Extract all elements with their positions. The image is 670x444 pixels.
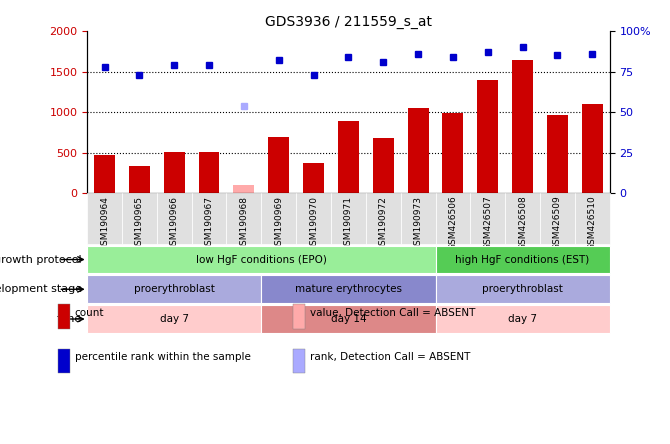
Bar (505, 193, 540, 244)
Bar (58, 349, 70, 373)
Bar (58, 304, 70, 329)
Text: time: time (57, 314, 82, 324)
Text: GSM190965: GSM190965 (135, 196, 144, 251)
Bar (401, 193, 436, 244)
Bar (226, 193, 261, 244)
Bar (87, 246, 436, 274)
Bar (512, 60, 533, 193)
Text: GSM190966: GSM190966 (170, 196, 179, 251)
Text: proerythroblast: proerythroblast (482, 284, 563, 294)
Bar (477, 80, 498, 193)
Bar (192, 193, 226, 244)
Text: GSM190967: GSM190967 (204, 196, 214, 251)
Text: GSM190968: GSM190968 (239, 196, 249, 251)
Bar (582, 104, 603, 193)
Bar (87, 193, 122, 244)
Bar (407, 108, 429, 193)
Text: GSM426510: GSM426510 (588, 196, 597, 250)
Text: GSM426508: GSM426508 (518, 196, 527, 250)
Text: GSM190972: GSM190972 (379, 196, 388, 250)
Bar (547, 115, 568, 193)
Bar (122, 193, 157, 244)
Text: GSM426509: GSM426509 (553, 196, 562, 250)
Text: GSM190964: GSM190964 (100, 196, 109, 250)
Text: proerythroblast: proerythroblast (134, 284, 214, 294)
Text: percentile rank within the sample: percentile rank within the sample (75, 353, 251, 362)
Text: GSM190970: GSM190970 (309, 196, 318, 251)
Text: development stage: development stage (0, 284, 82, 294)
Bar (129, 166, 150, 193)
Bar (331, 193, 366, 244)
Bar (293, 304, 306, 329)
Bar (87, 275, 261, 303)
Bar (157, 193, 192, 244)
Bar (293, 349, 306, 373)
Bar (436, 275, 610, 303)
Bar (436, 193, 470, 244)
Text: GSM190973: GSM190973 (413, 196, 423, 251)
Text: rank, Detection Call = ABSENT: rank, Detection Call = ABSENT (310, 353, 470, 362)
Bar (296, 193, 331, 244)
Bar (303, 163, 324, 193)
Bar (268, 137, 289, 193)
Text: growth protocol: growth protocol (0, 254, 82, 265)
Bar (436, 246, 610, 274)
Bar (373, 138, 394, 193)
Bar (198, 152, 220, 193)
Text: GSM190971: GSM190971 (344, 196, 353, 251)
Text: day 7: day 7 (508, 314, 537, 324)
Bar (261, 305, 436, 333)
Text: count: count (75, 308, 105, 318)
Text: GSM426506: GSM426506 (448, 196, 458, 250)
Bar (338, 121, 359, 193)
Bar (366, 193, 401, 244)
Text: GSM426507: GSM426507 (483, 196, 492, 250)
Title: GDS3936 / 211559_s_at: GDS3936 / 211559_s_at (265, 15, 432, 29)
Bar (436, 305, 610, 333)
Text: mature erythrocytes: mature erythrocytes (295, 284, 402, 294)
Text: day 7: day 7 (159, 314, 189, 324)
Text: value, Detection Call = ABSENT: value, Detection Call = ABSENT (310, 308, 475, 318)
Bar (87, 305, 261, 333)
Bar (94, 155, 115, 193)
Bar (540, 193, 575, 244)
Bar (575, 193, 610, 244)
Text: high HgF conditions (EST): high HgF conditions (EST) (456, 254, 590, 265)
Bar (442, 113, 464, 193)
Bar (163, 152, 185, 193)
Text: low HgF conditions (EPO): low HgF conditions (EPO) (196, 254, 327, 265)
Bar (233, 185, 255, 193)
Text: GSM190969: GSM190969 (274, 196, 283, 251)
Bar (261, 193, 296, 244)
Bar (470, 193, 505, 244)
Text: day 14: day 14 (330, 314, 366, 324)
Bar (261, 275, 436, 303)
